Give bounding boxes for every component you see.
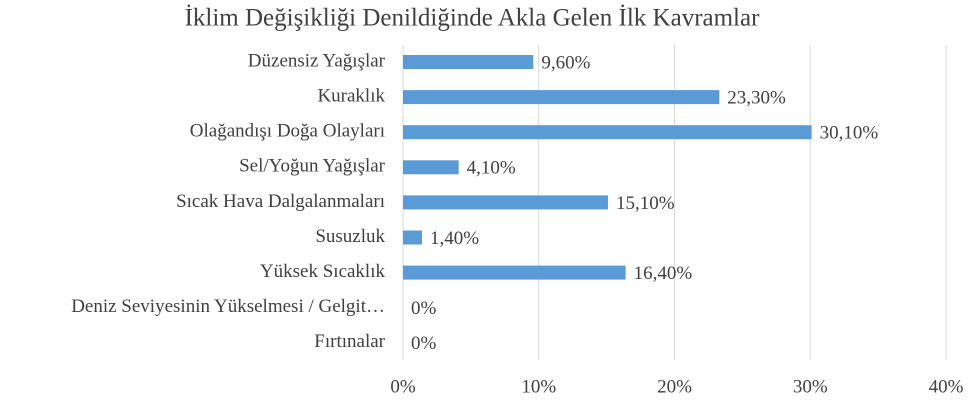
y-tick-label: Düzensiz Yağışlar: [248, 50, 386, 71]
data-label: 30,10%: [820, 123, 879, 144]
x-tick-label: 40%: [929, 376, 964, 397]
data-label: 23,30%: [727, 87, 786, 108]
y-tick-label: Deniz Seviyesinin Yükselmesi / Gelgit…: [71, 296, 385, 317]
y-tick-label: Yüksek Sıcaklık: [260, 261, 386, 282]
bar: [403, 195, 608, 210]
bar: [403, 160, 459, 175]
bar: [403, 55, 534, 69]
data-label: 9,60%: [541, 52, 590, 73]
bar: [403, 125, 812, 140]
x-tick-label: 0%: [390, 376, 416, 397]
data-label: 1,40%: [430, 228, 479, 249]
data-label: 4,10%: [467, 158, 516, 179]
y-tick-label: Sel/Yoğun Yağışlar: [239, 156, 386, 177]
bar: [403, 265, 626, 280]
data-label: 0%: [411, 298, 437, 319]
y-tick-label: Kuraklık: [317, 85, 385, 106]
y-tick-label: Susuzluk: [315, 226, 385, 247]
data-label: 15,10%: [616, 193, 675, 214]
chart-title: İklim Değişikliği Denildiğinde Akla Gele…: [185, 5, 761, 32]
y-tick-label: Olağandışı Doğa Olayları: [190, 121, 385, 142]
y-tick-label: Fırtınalar: [314, 331, 385, 352]
x-tick-label: 30%: [793, 376, 828, 397]
data-label: 0%: [411, 333, 437, 354]
bar: [403, 230, 423, 245]
bar: [403, 90, 720, 105]
y-tick-label: Sıcak Hava Dalgalanmaları: [176, 191, 385, 212]
x-tick-label: 20%: [657, 376, 692, 397]
x-tick-label: 10%: [521, 376, 556, 397]
data-label: 16,40%: [634, 263, 693, 284]
